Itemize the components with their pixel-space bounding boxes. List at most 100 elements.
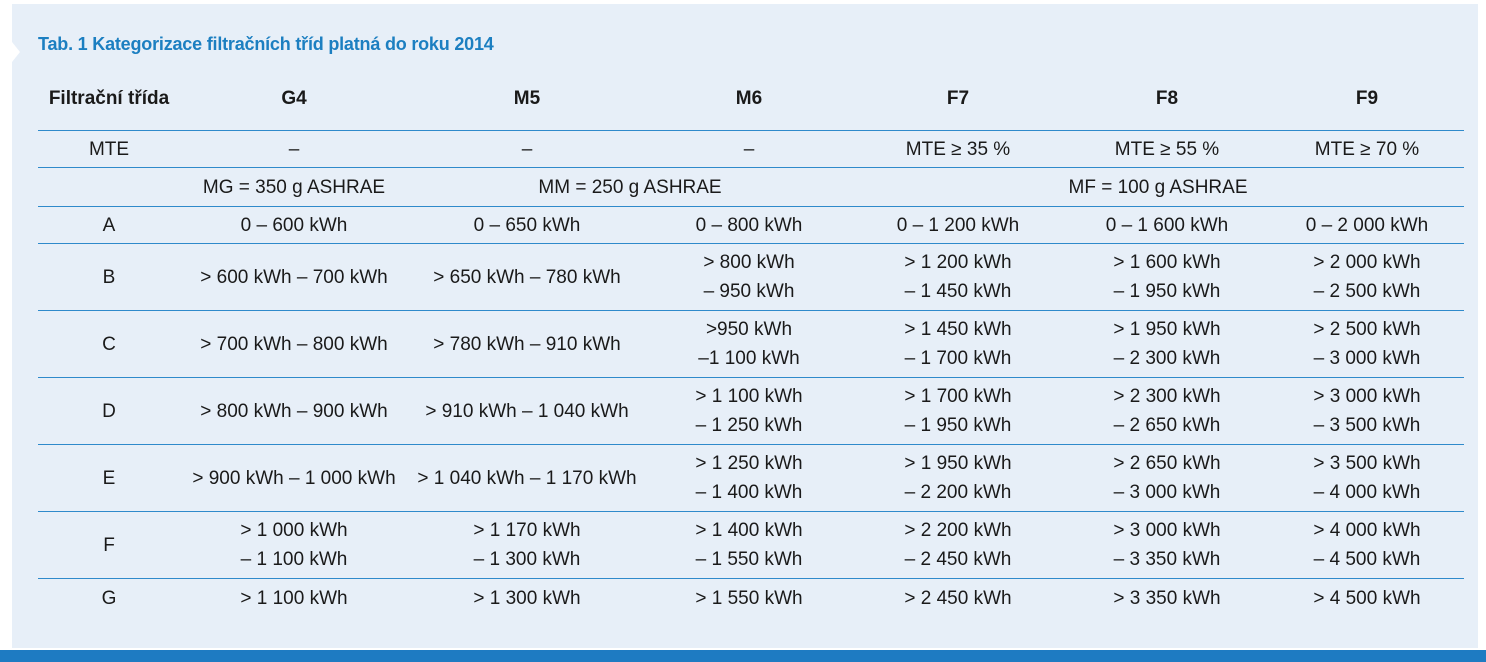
energy-range-cell: > 780 kWh – 910 kWh (408, 310, 646, 378)
energy-range-line: > 1 100 kWh (240, 587, 348, 609)
bottom-accent-bar (0, 650, 1486, 662)
energy-range-cell: > 1 250 kWh – 1 400 kWh (646, 444, 852, 512)
energy-range-line: > 1 000 kWh (240, 520, 348, 541)
energy-range-line: 0 – 1 200 kWh (896, 214, 1020, 236)
energy-range-line: –1 100 kWh (698, 348, 800, 369)
energy-range-line: 0 – 650 kWh (473, 214, 581, 236)
energy-range-line: – 2 200 kWh (904, 482, 1012, 503)
energy-range-cell: > 1 950 kWh – 2 300 kWh (1064, 310, 1270, 378)
energy-class-row: D > 800 kWh – 900 kWh > 910 kWh – 1 040 kW… (38, 377, 1464, 445)
energy-range-cell: >950 kWh –1 100 kWh (646, 310, 852, 378)
energy-range-cell: > 1 200 kWh – 1 450 kWh (852, 243, 1064, 311)
energy-range-line: – 2 300 kWh (1113, 348, 1221, 369)
energy-class-row: A 0 – 600 kWh 0 – 650 kWh 0 – 800 kWh 0 – 1 … (38, 206, 1464, 244)
energy-range-line: – 3 000 kWh (1113, 482, 1221, 503)
header-class-f7: F7 (852, 66, 1064, 131)
energy-range-line: > 910 kWh – 1 040 kWh (425, 400, 629, 422)
energy-range-cell: 0 – 1 600 kWh (1064, 206, 1270, 244)
energy-range-line: > 1 300 kWh (473, 587, 581, 609)
energy-range-cell: > 2 650 kWh – 3 000 kWh (1064, 444, 1270, 512)
energy-range-line: > 2 200 kWh (904, 520, 1012, 541)
energy-range-line: 0 – 2 000 kWh (1305, 214, 1429, 236)
energy-range-line: – 3 500 kWh (1313, 415, 1421, 436)
energy-class-label: F (38, 511, 180, 579)
energy-range-line: > 650 kWh – 780 kWh (433, 266, 621, 288)
energy-range-cell: > 1 550 kWh (646, 579, 852, 618)
mte-value: – (646, 130, 852, 168)
energy-range-cell: > 800 kWh – 900 kWh (180, 377, 408, 445)
energy-range-line: – 3 350 kWh (1113, 549, 1221, 570)
energy-range-cell: > 800 kWh – 950 kWh (646, 243, 852, 311)
header-class-m6: M6 (646, 66, 852, 131)
energy-range-cell: > 2 300 kWh – 2 650 kWh (1064, 377, 1270, 445)
energy-class-row: F > 1 000 kWh – 1 100 kWh > 1 170 kWh – 1 30… (38, 511, 1464, 579)
energy-range-line: – 2 650 kWh (1113, 415, 1221, 436)
energy-range-line: > 1 100 kWh (695, 386, 803, 407)
energy-range-line: > 1 170 kWh (473, 520, 581, 541)
energy-range-cell: > 600 kWh – 700 kWh (180, 243, 408, 311)
mte-label: MTE (38, 130, 180, 168)
energy-range-line: > 1 950 kWh (1113, 319, 1221, 340)
energy-range-cell: > 3 000 kWh – 3 500 kWh (1270, 377, 1464, 445)
energy-range-cell: > 1 300 kWh (408, 579, 646, 618)
energy-range-line: > 1 950 kWh (904, 453, 1012, 474)
energy-range-line: – 2 450 kWh (904, 549, 1012, 570)
energy-range-cell: > 3 500 kWh – 4 000 kWh (1270, 444, 1464, 512)
energy-range-line: > 800 kWh (703, 252, 795, 273)
energy-range-cell: > 2 000 kWh – 2 500 kWh (1270, 243, 1464, 311)
header-label-line1: Filtrační (48, 87, 123, 109)
energy-range-line: – 1 950 kWh (904, 415, 1012, 436)
energy-range-line: > 1 550 kWh (695, 587, 803, 609)
energy-range-cell: > 3 350 kWh (1064, 579, 1270, 618)
energy-range-line: > 1 200 kWh (904, 252, 1012, 273)
ashrae-mf: MF = 100 g ASHRAE (852, 167, 1464, 207)
energy-range-cell: 0 – 2 000 kWh (1270, 206, 1464, 244)
energy-range-line: > 4 000 kWh (1313, 520, 1421, 541)
header-row: Filtrační třída G4 M5 M6 F7 F8 F9 (38, 66, 1464, 131)
mte-row: MTE – – – MTE ≥ 35 % MTE ≥ 55 % MTE ≥ 70… (38, 130, 1464, 168)
energy-range-line: > 600 kWh – 700 kWh (200, 266, 388, 288)
energy-range-line: > 700 kWh – 800 kWh (200, 333, 388, 355)
energy-class-row: E > 900 kWh – 1 000 kWh > 1 040 kWh – 1 17… (38, 444, 1464, 512)
energy-range-line: > 900 kWh – 1 000 kWh (192, 467, 396, 489)
energy-range-line: > 3 000 kWh (1313, 386, 1421, 407)
energy-range-cell: 0 – 800 kWh (646, 206, 852, 244)
energy-range-cell: > 4 500 kWh (1270, 579, 1464, 618)
energy-range-cell: > 1 450 kWh – 1 700 kWh (852, 310, 1064, 378)
energy-class-label: B (38, 243, 180, 311)
ashrae-mg: MG = 350 g ASHRAE (180, 167, 408, 207)
energy-range-cell: > 1 950 kWh – 2 200 kWh (852, 444, 1064, 512)
energy-range-cell: > 650 kWh – 780 kWh (408, 243, 646, 311)
energy-class-row: C > 700 kWh – 800 kWh > 780 kWh – 910 kWh >… (38, 310, 1464, 378)
energy-range-line: > 2 450 kWh (904, 587, 1012, 609)
energy-range-cell: > 910 kWh – 1 040 kWh (408, 377, 646, 445)
header-label-line2: třída (128, 87, 170, 109)
energy-range-line: – 1 700 kWh (904, 348, 1012, 369)
energy-range-line: > 1 250 kWh (695, 453, 803, 474)
header-class-f8: F8 (1064, 66, 1270, 131)
header-class-f9: F9 (1270, 66, 1464, 131)
energy-range-line: > 1 040 kWh – 1 170 kWh (417, 467, 637, 489)
energy-range-cell: > 4 000 kWh – 4 500 kWh (1270, 511, 1464, 579)
energy-range-cell: > 1 600 kWh – 1 950 kWh (1064, 243, 1270, 311)
energy-range-line: – 950 kWh (703, 281, 795, 302)
ashrae-mm: MM = 250 g ASHRAE (408, 167, 852, 207)
energy-range-line: – 3 000 kWh (1313, 348, 1421, 369)
energy-range-line: > 2 500 kWh (1313, 319, 1421, 340)
energy-range-cell: > 1 400 kWh – 1 550 kWh (646, 511, 852, 579)
energy-range-line: – 1 300 kWh (473, 549, 581, 570)
energy-range-line: – 1 950 kWh (1113, 281, 1221, 302)
energy-range-line: 0 – 1 600 kWh (1105, 214, 1229, 236)
header-label-cell: Filtrační třída (38, 66, 180, 131)
energy-range-line: >950 kWh (705, 319, 793, 340)
energy-range-line: – 1 550 kWh (695, 549, 803, 570)
table-caption: Tab. 1 Kategorizace filtračních tříd pla… (38, 34, 494, 54)
energy-range-line: > 2 650 kWh (1113, 453, 1221, 474)
filter-class-table: Filtrační třída G4 M5 M6 F7 F8 F9 MTE – … (38, 66, 1464, 617)
energy-range-line: – 1 250 kWh (695, 415, 803, 436)
energy-range-cell: > 1 100 kWh – 1 250 kWh (646, 377, 852, 445)
mte-value: MTE ≥ 35 % (852, 130, 1064, 168)
energy-class-label: D (38, 377, 180, 445)
energy-range-cell: > 2 450 kWh (852, 579, 1064, 618)
energy-range-line: > 1 700 kWh (904, 386, 1012, 407)
